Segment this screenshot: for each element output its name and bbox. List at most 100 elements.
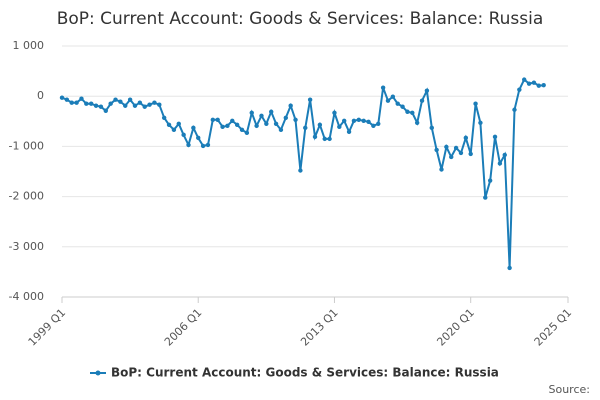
y-tick-label: -3 000 (9, 240, 44, 253)
point (137, 100, 143, 105)
point (468, 151, 473, 157)
point (288, 103, 293, 108)
point (244, 130, 250, 136)
point (273, 121, 279, 127)
point (361, 118, 366, 123)
point (444, 144, 449, 150)
point (327, 136, 332, 142)
point (103, 108, 108, 113)
point (429, 125, 434, 131)
point (113, 97, 118, 102)
point (449, 154, 454, 160)
point (108, 101, 113, 106)
point (230, 118, 235, 123)
point (526, 81, 532, 86)
point (346, 129, 352, 135)
point (419, 98, 425, 103)
x-tick-label: 1999 Q1 (26, 306, 69, 349)
point (254, 123, 259, 129)
point (88, 101, 94, 106)
point (356, 117, 361, 122)
point (205, 142, 211, 148)
point (512, 107, 517, 112)
point (171, 127, 177, 133)
point (307, 97, 313, 102)
point (278, 127, 284, 133)
source: Source: (549, 383, 591, 396)
point (74, 100, 79, 105)
point (541, 82, 546, 88)
point (405, 109, 410, 114)
point (317, 122, 323, 128)
point (127, 97, 133, 102)
chart-title: BoP: Current Account: Goods & Services: … (57, 9, 544, 29)
x-tick-label: 2020 Q1 (434, 306, 477, 349)
point (497, 161, 503, 166)
point (157, 102, 162, 107)
point (400, 104, 405, 109)
y-tick-label: -2 000 (9, 190, 44, 203)
point (522, 77, 527, 82)
point (517, 87, 522, 92)
point (186, 142, 191, 148)
point (196, 135, 201, 141)
point (161, 115, 167, 120)
point (424, 88, 430, 93)
point (531, 80, 537, 85)
point (147, 102, 152, 107)
point (220, 124, 225, 130)
point (152, 100, 157, 105)
point (283, 115, 289, 120)
point (259, 113, 264, 118)
point (98, 104, 104, 109)
point (366, 119, 371, 125)
point (337, 124, 342, 130)
point (483, 195, 488, 200)
legend-label: BoP: Current Account: Goods & Services: … (111, 366, 499, 380)
point (200, 143, 206, 149)
point (166, 122, 172, 128)
point (390, 94, 396, 99)
y-tick-label: -4 000 (9, 290, 44, 303)
point (507, 265, 512, 271)
point (478, 120, 483, 126)
point (414, 120, 420, 126)
point (69, 100, 74, 105)
point (264, 121, 269, 127)
point (239, 127, 245, 133)
point (312, 134, 318, 140)
point (303, 125, 308, 131)
x-tick-label: 2013 Q1 (298, 306, 341, 349)
point (225, 123, 230, 129)
point (487, 178, 493, 183)
x-tick-label: 2006 Q1 (162, 306, 205, 349)
point (269, 109, 274, 114)
point (492, 134, 498, 140)
point (458, 150, 464, 156)
point (502, 152, 507, 158)
point (293, 117, 298, 122)
point (181, 132, 186, 138)
point (410, 110, 415, 115)
point (473, 101, 478, 106)
legend-marker (95, 370, 101, 376)
point (142, 104, 147, 109)
point (380, 85, 386, 90)
point (59, 95, 65, 100)
point (463, 135, 469, 141)
point (84, 101, 89, 106)
point (332, 110, 337, 115)
point (298, 168, 303, 173)
x-tick-label: 2025 Q1 (532, 306, 575, 349)
point (341, 118, 347, 123)
y-tick-label: 1 000 (13, 39, 45, 52)
point (176, 121, 181, 127)
point (376, 121, 381, 127)
point (191, 125, 196, 131)
y-tick-label: 0 (37, 89, 44, 102)
line (61, 78, 544, 268)
point (215, 117, 220, 122)
point (385, 98, 391, 103)
point (434, 147, 439, 153)
